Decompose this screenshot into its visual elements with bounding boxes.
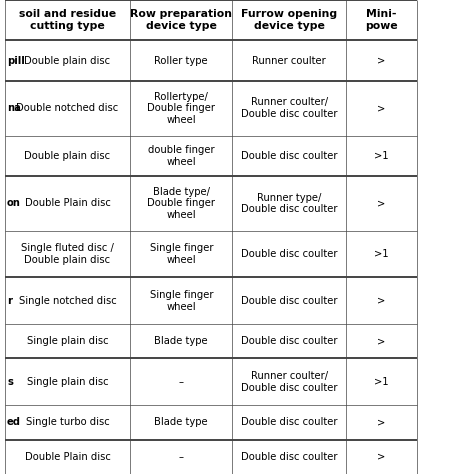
Text: Single fluted disc /
Double plain disc: Single fluted disc / Double plain disc [21,243,114,265]
Text: Single notched disc: Single notched disc [18,296,117,306]
Text: >: > [377,336,386,346]
Text: –: – [179,452,184,462]
Text: Furrow opening
device type: Furrow opening device type [241,9,337,31]
Text: Single plain disc: Single plain disc [27,377,109,387]
Text: Runner type/
Double disc coulter: Runner type/ Double disc coulter [241,192,337,214]
Text: >: > [377,296,386,306]
Text: Double plain disc: Double plain disc [25,151,110,161]
Text: s: s [7,377,13,387]
Text: >1: >1 [374,151,389,161]
Text: >: > [377,199,386,209]
Text: Double Plain disc: Double Plain disc [25,452,110,462]
Text: Row preparation
device type: Row preparation device type [130,9,232,31]
Text: Single finger
wheel: Single finger wheel [150,243,213,265]
Text: na: na [7,103,21,113]
Text: double finger
wheel: double finger wheel [148,145,215,166]
Text: Double disc coulter: Double disc coulter [241,249,337,259]
Text: >: > [377,452,386,462]
Text: Double disc coulter: Double disc coulter [241,151,337,161]
Text: –: – [179,377,184,387]
Text: Double disc coulter: Double disc coulter [241,417,337,428]
Text: Double disc coulter: Double disc coulter [241,296,337,306]
Text: Double disc coulter: Double disc coulter [241,336,337,346]
Text: Double Plain disc: Double Plain disc [25,199,110,209]
Text: Blade type: Blade type [155,417,208,428]
Text: Runner coulter/
Double disc coulter: Runner coulter/ Double disc coulter [241,97,337,119]
Text: on: on [7,199,21,209]
Text: >1: >1 [374,249,389,259]
Text: Double disc coulter: Double disc coulter [241,452,337,462]
Text: Blade type: Blade type [155,336,208,346]
Text: Single plain disc: Single plain disc [27,336,109,346]
Text: Double notched disc: Double notched disc [17,103,118,113]
Text: Runner coulter: Runner coulter [252,55,326,65]
Text: >1: >1 [374,377,389,387]
Text: pill: pill [7,55,25,65]
Text: Roller type: Roller type [155,55,208,65]
Text: Single turbo disc: Single turbo disc [26,417,109,428]
Text: Double plain disc: Double plain disc [25,55,110,65]
Text: Runner coulter/
Double disc coulter: Runner coulter/ Double disc coulter [241,371,337,392]
Text: Blade type/
Double finger
wheel: Blade type/ Double finger wheel [147,187,215,220]
Text: r: r [7,296,12,306]
Text: Single finger
wheel: Single finger wheel [150,290,213,311]
Text: >: > [377,103,386,113]
Text: Rollertype/
Double finger
wheel: Rollertype/ Double finger wheel [147,91,215,125]
Text: >: > [377,417,386,428]
Text: soil and residue
cutting type: soil and residue cutting type [19,9,116,31]
Text: Mini-
powe: Mini- powe [365,9,398,31]
Text: ed: ed [7,417,21,428]
Text: >: > [377,55,386,65]
